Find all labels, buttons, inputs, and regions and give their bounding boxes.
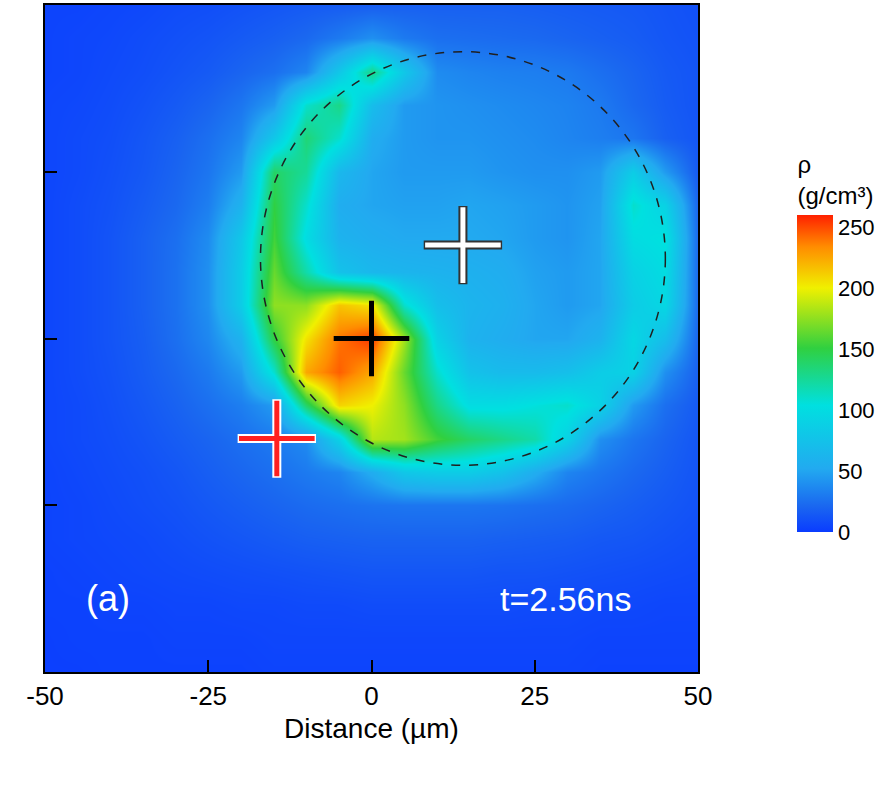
svg-text:t=2.56ns: t=2.56ns [500,580,631,618]
svg-text:100: 100 [838,398,875,423]
svg-text:50: 50 [684,681,713,711]
svg-text:50: 50 [838,459,862,484]
svg-text:200: 200 [838,276,875,301]
svg-text:-25: -25 [189,681,227,711]
svg-text:ρ(g/cm³): ρ(g/cm³) [797,151,873,209]
svg-text:Distance (µm): Distance (µm) [284,713,459,744]
svg-text:-50: -50 [26,681,64,711]
svg-text:(a): (a) [86,578,130,619]
svg-text:150: 150 [838,337,875,362]
svg-text:0: 0 [838,520,850,545]
svg-text:25: 25 [520,681,549,711]
svg-text:0: 0 [364,681,378,711]
svg-text:250: 250 [838,215,875,240]
